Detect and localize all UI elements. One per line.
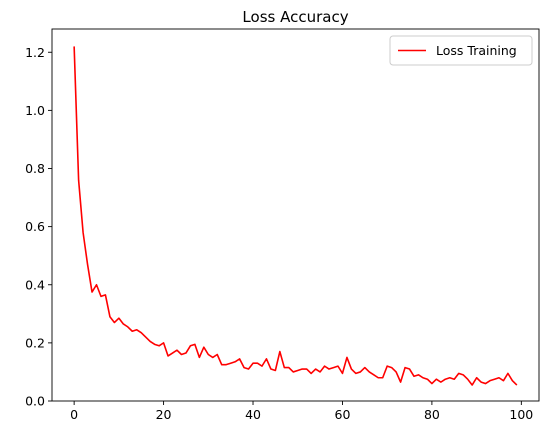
y-tick-label: 0.0	[25, 394, 45, 409]
x-tick-label: 80	[424, 407, 440, 422]
legend-box	[389, 35, 533, 66]
axes-frame	[51, 28, 540, 402]
x-tick-label: 20	[156, 407, 172, 422]
chart-title: Loss Accuracy	[242, 8, 348, 26]
legend: Loss Training	[389, 35, 533, 66]
y-tick-label: 0.8	[25, 161, 45, 176]
y-tick-label: 1.2	[25, 45, 45, 60]
plot-area: 0 20 40 60 80 100 0.0 0.2 0.4 0.6 0.8 1.0 1.2	[25, 28, 540, 422]
x-tick-label: 40	[245, 407, 261, 422]
x-tick-label: 0	[70, 407, 78, 422]
series-line-0	[73, 46, 518, 386]
y-tick-label: 0.4	[25, 277, 45, 292]
x-tick-label: 60	[335, 407, 351, 422]
legend-label: Loss Training	[436, 43, 517, 58]
y-tick-label: 0.6	[25, 219, 45, 234]
y-tick-label: 0.2	[25, 335, 45, 350]
x-tick-label: 100	[509, 407, 533, 422]
y-tick-label: 1.0	[25, 103, 45, 118]
